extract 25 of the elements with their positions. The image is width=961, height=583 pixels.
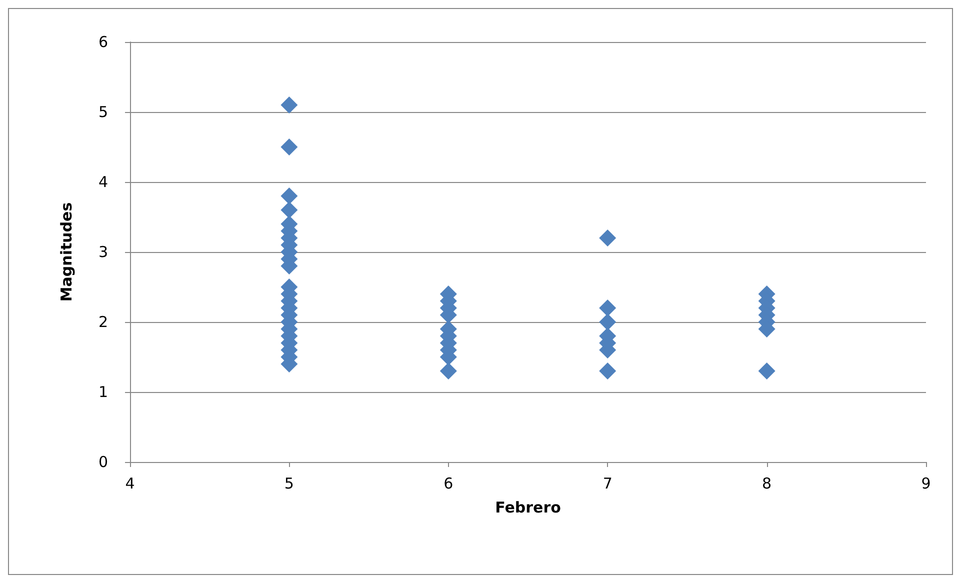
point <box>280 202 298 218</box>
point <box>280 96 298 114</box>
point <box>599 230 616 246</box>
x-tick-label: 8 <box>762 474 772 492</box>
point <box>599 300 616 316</box>
x-axis-title: Febrero <box>495 498 561 516</box>
y-axis-title: Magnitudes <box>58 202 76 302</box>
y-tick-label: 0 <box>98 453 108 471</box>
y-tick-label: 1 <box>98 383 108 401</box>
x-tick-label: 6 <box>444 474 454 492</box>
point <box>758 362 776 380</box>
point <box>280 188 298 204</box>
x-tick-label: 7 <box>602 474 612 492</box>
y-tick-label: 6 <box>98 33 108 51</box>
point <box>280 138 298 156</box>
y-tick-label: 3 <box>98 243 108 261</box>
x-tick-label: 9 <box>921 474 931 492</box>
point <box>599 362 616 380</box>
x-tick-label: 4 <box>125 474 135 492</box>
y-tick-label: 4 <box>98 173 108 191</box>
point <box>599 314 616 330</box>
x-tick-label: 5 <box>284 474 294 492</box>
point <box>440 362 457 380</box>
y-tick-label: 2 <box>98 313 108 331</box>
y-tick-label: 5 <box>98 103 108 121</box>
